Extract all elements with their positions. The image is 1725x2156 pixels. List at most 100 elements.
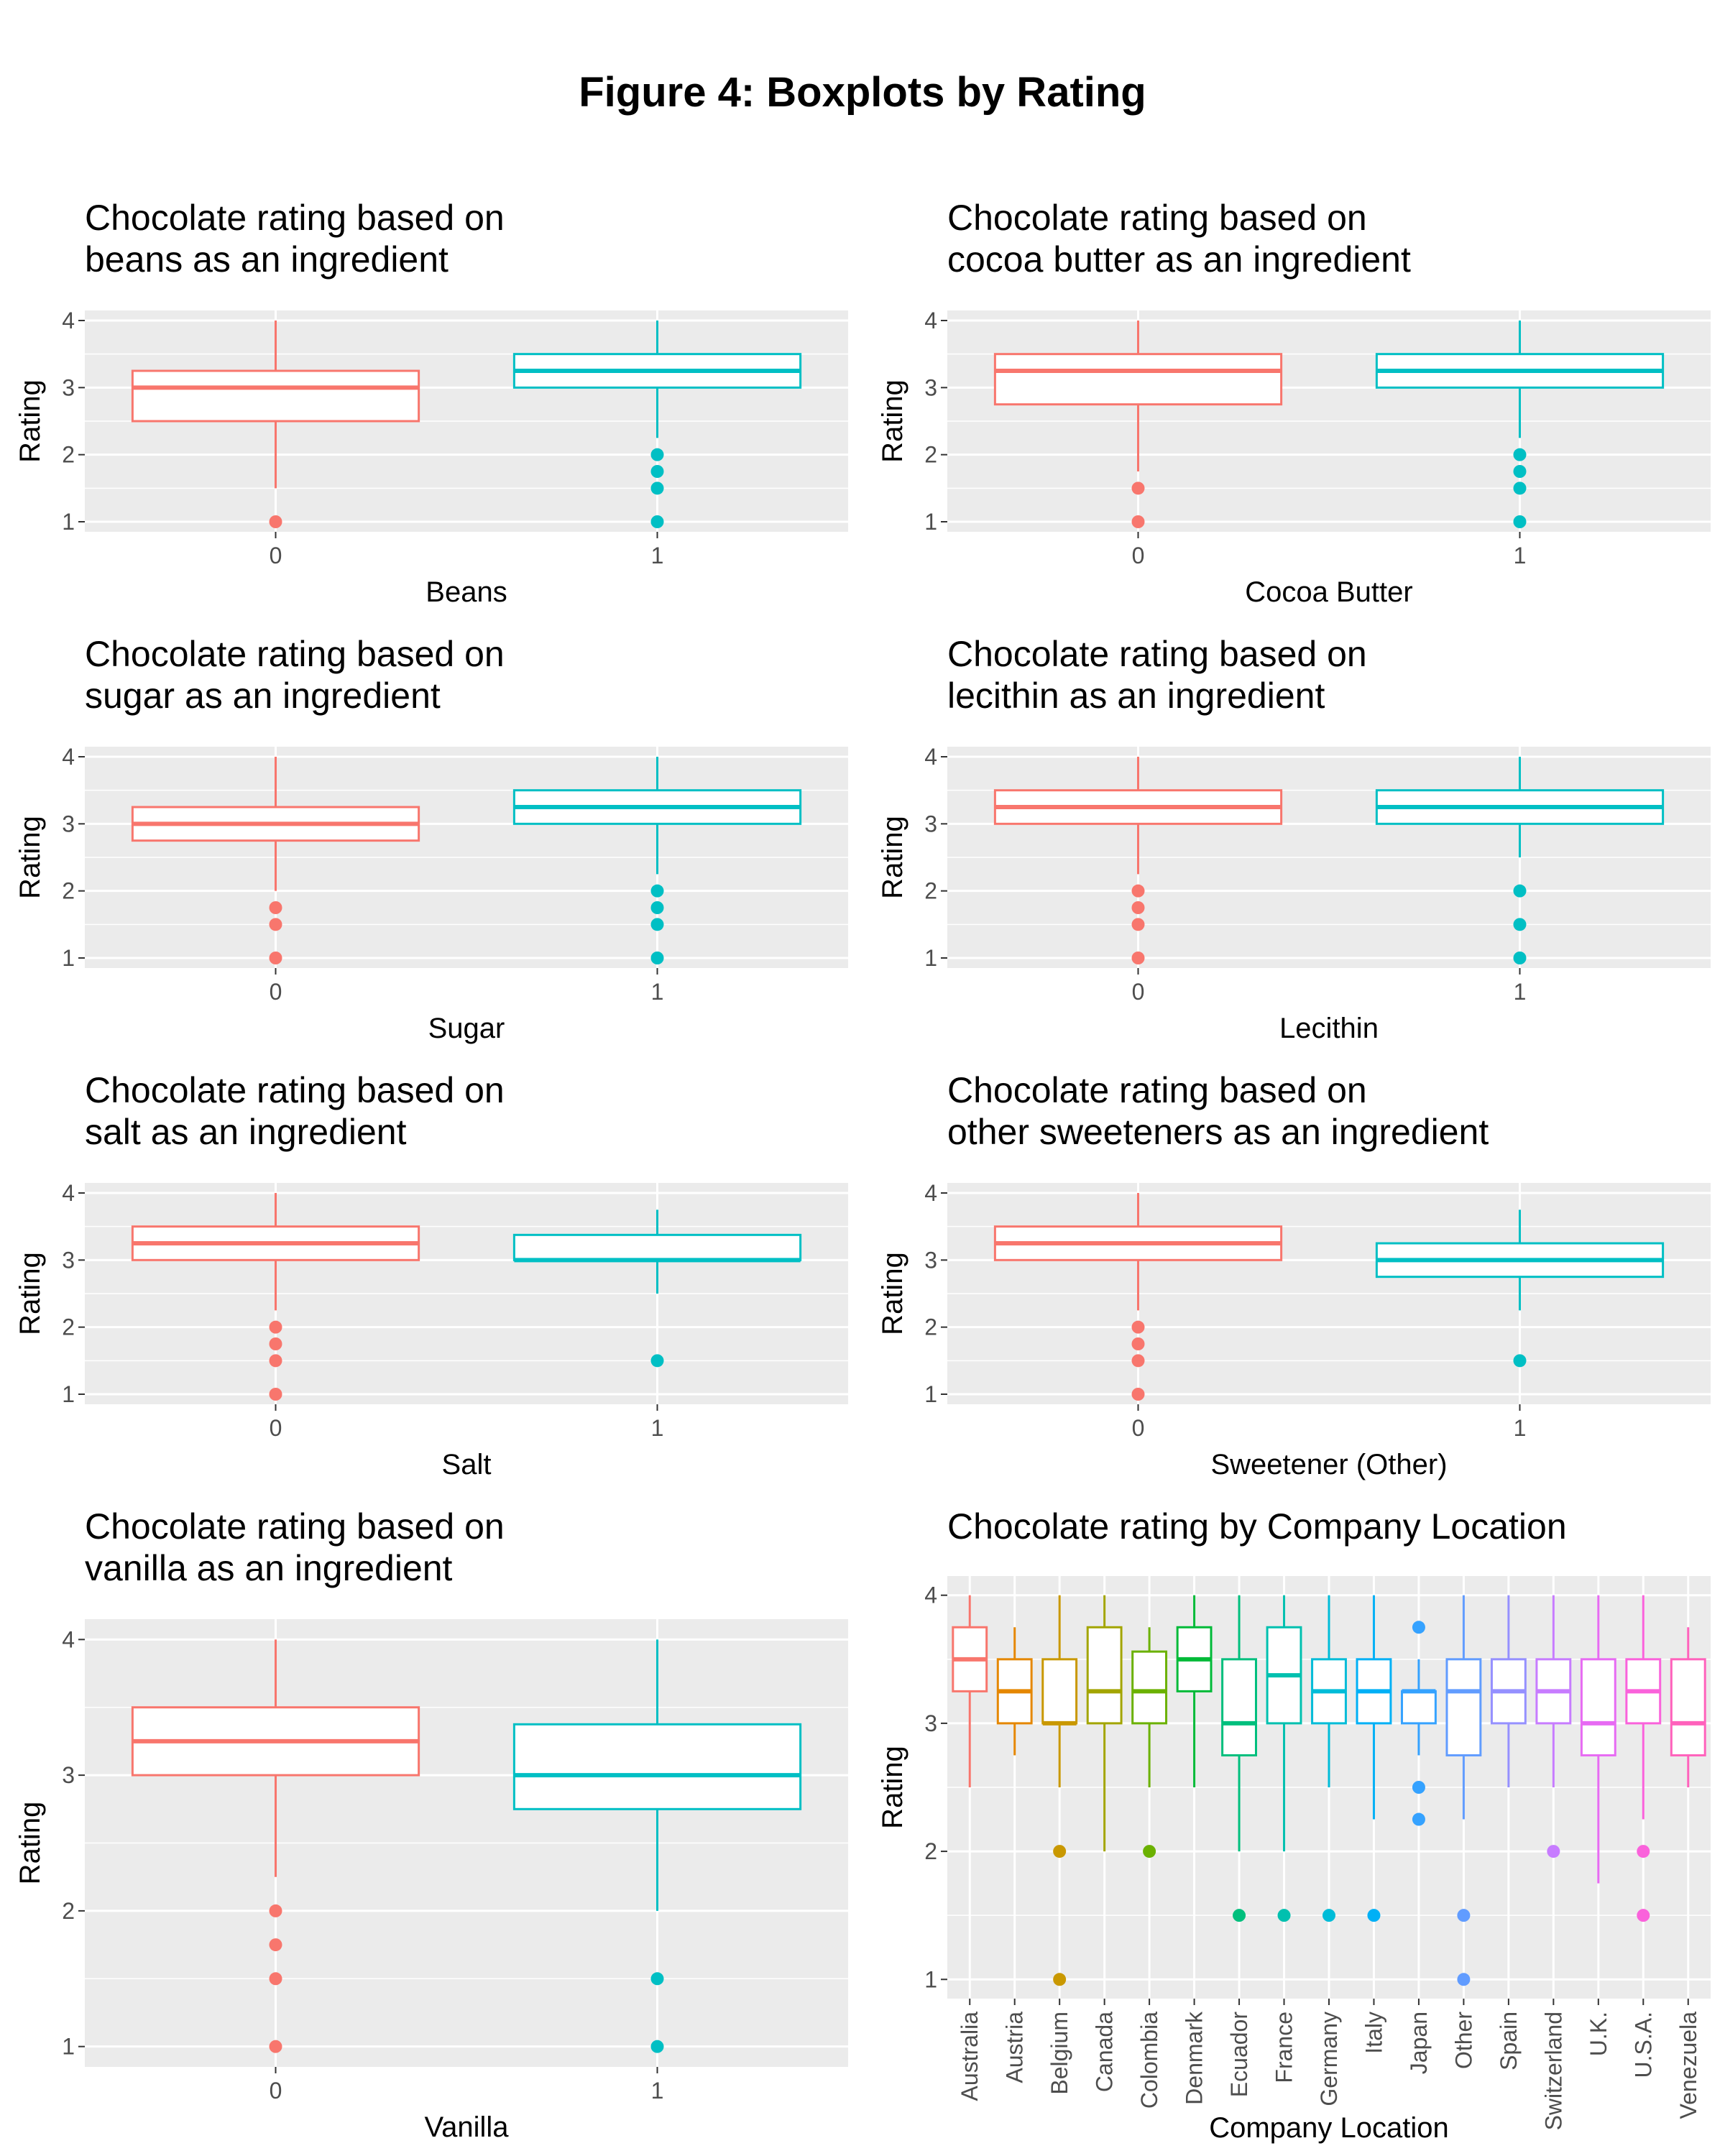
outlier-point — [650, 482, 664, 495]
y-tick-label: 2 — [62, 1314, 75, 1340]
y-tick-label: 4 — [924, 1180, 937, 1206]
chart-title-line: Chocolate rating by Company Location — [947, 1506, 1567, 1547]
x-tick-label: 1 — [651, 1415, 664, 1441]
x-tick-label: Italy — [1361, 2012, 1386, 2054]
chart-title-line: Chocolate rating based on — [85, 1070, 505, 1110]
outlier-point — [1547, 1845, 1560, 1858]
outlier-point — [1131, 918, 1145, 931]
outlier-point — [650, 465, 664, 478]
outlier-point — [1457, 1973, 1471, 1986]
outlier-point — [1131, 1388, 1145, 1401]
outlier-point — [1131, 901, 1145, 914]
y-tick-label: 2 — [62, 878, 75, 904]
y-tick-label: 4 — [62, 1626, 75, 1652]
y-axis-label: Rating — [14, 816, 46, 899]
chart-lecithin: Chocolate rating based on lecithin as an… — [877, 634, 1711, 1044]
x-tick-label: Denmark — [1182, 2011, 1208, 2105]
x-axis-label: Beans — [426, 576, 507, 608]
boxplot-0 — [131, 321, 420, 528]
y-tick-label: 1 — [62, 1381, 75, 1407]
chart-title-line: salt as an ingredient — [85, 1112, 407, 1152]
x-tick-label: Venezuela — [1675, 2012, 1701, 2119]
y-tick-label: 1 — [924, 945, 937, 971]
boxplot-australia — [952, 1595, 988, 1787]
iqr-box — [1041, 1658, 1078, 1725]
x-tick-label: Ecuador — [1226, 2012, 1252, 2098]
boxplot-1 — [1375, 757, 1665, 964]
chart-title-line: other sweeteners as an ingredient — [947, 1112, 1489, 1152]
y-tick-label: 3 — [924, 374, 937, 400]
outlier-point — [1143, 1845, 1156, 1858]
y-tick-label: 2 — [924, 442, 937, 468]
y-tick-label: 4 — [62, 744, 75, 770]
y-tick-label: 4 — [62, 1180, 75, 1206]
y-axis-label: Rating — [14, 1252, 46, 1335]
x-tick-label: Australia — [957, 2012, 983, 2101]
figure-title: Figure 4: Boxplots by Rating — [579, 69, 1146, 116]
outlier-point — [1513, 1354, 1527, 1368]
y-tick-label: 4 — [924, 744, 937, 770]
chart-title-line: sugar as an ingredient — [85, 676, 441, 716]
chart-other-sweeteners: Chocolate rating based on other sweetene… — [877, 1070, 1711, 1480]
y-tick-label: 1 — [62, 945, 75, 971]
outlier-point — [269, 952, 282, 964]
x-tick-label: U.S.A. — [1630, 2012, 1656, 2078]
boxplot-belgium — [1041, 1595, 1078, 1986]
iqr-box — [993, 353, 1283, 406]
x-tick-label: Canada — [1092, 2012, 1118, 2092]
x-axis-label: Sweetener (Other) — [1210, 1449, 1447, 1480]
x-tick-label: 0 — [1132, 543, 1145, 568]
y-tick-label: 3 — [62, 1247, 75, 1273]
boxplot-italy — [1356, 1595, 1392, 1922]
iqr-box — [1445, 1658, 1482, 1756]
outlier-point — [1513, 448, 1527, 461]
outlier-point — [650, 952, 664, 964]
outlier-point — [1412, 1781, 1425, 1794]
outlier-point — [1412, 1812, 1425, 1826]
outlier-point — [1131, 952, 1145, 964]
outlier-point — [1637, 1909, 1650, 1922]
x-axis-label: Salt — [442, 1449, 492, 1480]
boxplot-1 — [512, 321, 802, 528]
outlier-point — [1637, 1845, 1650, 1858]
boxplot-austria — [996, 1627, 1033, 1756]
boxplot-0 — [993, 321, 1283, 528]
boxplot-0 — [131, 757, 420, 964]
iqr-box — [131, 369, 420, 423]
outlier-point — [650, 884, 664, 898]
boxplot-1 — [512, 1210, 802, 1368]
iqr-box — [1401, 1690, 1437, 1725]
outlier-point — [269, 1320, 282, 1334]
x-tick-label: Other — [1450, 2012, 1476, 2069]
x-tick-label: Colombia — [1136, 2012, 1162, 2109]
chart-title-line: beans as an ingredient — [85, 239, 448, 280]
boxplot-u-s-a — [1625, 1595, 1662, 1922]
chart-vanilla: Chocolate rating based on vanilla as an … — [14, 1506, 848, 2143]
chart-sugar: Chocolate rating based on sugar as an in… — [14, 634, 848, 1044]
outlier-point — [1513, 918, 1527, 931]
y-tick-label: 1 — [62, 509, 75, 535]
x-tick-label: Japan — [1406, 2012, 1432, 2074]
outlier-point — [1322, 1909, 1335, 1922]
outlier-point — [1131, 1320, 1145, 1334]
chart-title-line: vanilla as an ingredient — [85, 1548, 453, 1588]
x-tick-label: Switzerland — [1540, 2012, 1566, 2130]
iqr-box — [1131, 1650, 1168, 1725]
iqr-box — [512, 1723, 802, 1810]
boxplot-denmark — [1176, 1595, 1213, 1787]
chart-title-line: Chocolate rating based on — [947, 198, 1367, 238]
outlier-point — [269, 918, 282, 931]
boxplot-germany — [1311, 1595, 1347, 1922]
x-tick-label: 1 — [1514, 1415, 1527, 1441]
iqr-box — [1670, 1658, 1706, 1756]
boxplot-1 — [512, 757, 802, 964]
outlier-point — [1233, 1909, 1246, 1922]
outlier-point — [1513, 482, 1527, 495]
boxplot-venezuela — [1670, 1627, 1706, 1787]
x-tick-label: Germany — [1316, 2012, 1342, 2106]
y-tick-label: 3 — [924, 1247, 937, 1273]
boxplot-japan — [1401, 1621, 1437, 1826]
outlier-point — [269, 901, 282, 914]
outlier-point — [1131, 515, 1145, 528]
y-tick-label: 2 — [924, 1314, 937, 1340]
